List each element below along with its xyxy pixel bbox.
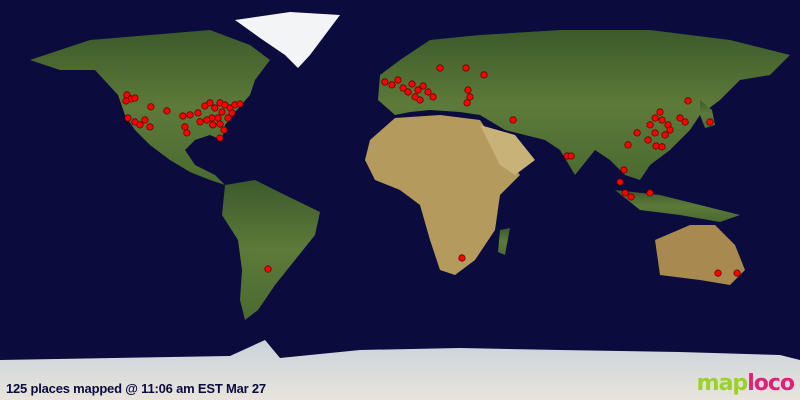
visitor-marker[interactable]: [183, 129, 191, 137]
visitor-marker[interactable]: [733, 269, 741, 277]
visitor-marker[interactable]: [661, 131, 669, 139]
visitor-marker[interactable]: [206, 99, 214, 107]
visitor-marker[interactable]: [509, 116, 517, 124]
visitor-marker[interactable]: [652, 142, 660, 150]
visitor-marker[interactable]: [633, 129, 641, 137]
visitor-marker[interactable]: [436, 64, 444, 72]
visitor-marker[interactable]: [216, 134, 224, 142]
antarctica: [0, 340, 800, 400]
australia: [655, 225, 745, 285]
visitor-marker[interactable]: [196, 118, 204, 126]
visitor-marker[interactable]: [381, 78, 389, 86]
visitor-marker[interactable]: [646, 121, 654, 129]
visitor-marker[interactable]: [424, 88, 432, 96]
visitor-marker[interactable]: [209, 121, 217, 129]
visitor-marker[interactable]: [399, 84, 407, 92]
visitor-marker[interactable]: [621, 189, 629, 197]
madagascar: [498, 228, 510, 255]
places-mapped-status: 125 places mapped @ 11:06 am EST Mar 27: [6, 381, 266, 396]
visitor-marker[interactable]: [714, 269, 722, 277]
continents: [0, 12, 800, 400]
visitor-marker[interactable]: [644, 136, 652, 144]
logo-part-map: map: [696, 371, 749, 396]
visitor-marker[interactable]: [186, 111, 194, 119]
arabia: [480, 125, 535, 175]
indonesia: [615, 190, 740, 222]
visitor-marker[interactable]: [218, 108, 226, 116]
visitor-marker[interactable]: [179, 112, 187, 120]
visitor-marker[interactable]: [136, 121, 144, 129]
visitor-marker[interactable]: [146, 123, 154, 131]
visitor-marker[interactable]: [414, 86, 422, 94]
visitor-marker[interactable]: [194, 109, 202, 117]
visitor-marker[interactable]: [264, 265, 272, 273]
visitor-marker[interactable]: [224, 114, 232, 122]
visitor-marker[interactable]: [214, 114, 222, 122]
visitor-marker[interactable]: [458, 254, 466, 262]
greenland: [235, 12, 340, 68]
visitor-marker[interactable]: [181, 123, 189, 131]
visitor-marker[interactable]: [163, 107, 171, 115]
visitor-marker[interactable]: [221, 101, 229, 109]
visitor-marker[interactable]: [624, 141, 632, 149]
visitor-marker[interactable]: [220, 126, 228, 134]
visitor-marker[interactable]: [651, 129, 659, 137]
visitor-marker[interactable]: [480, 71, 488, 79]
visitor-marker[interactable]: [627, 193, 635, 201]
visitor-marker[interactable]: [616, 178, 624, 186]
visitor-marker[interactable]: [122, 97, 130, 105]
visitor-marker[interactable]: [681, 118, 689, 126]
markers: [122, 64, 741, 277]
logo-part-loco: loco: [747, 371, 795, 396]
visitor-marker[interactable]: [658, 116, 666, 124]
visitor-marker[interactable]: [676, 114, 684, 122]
visitor-marker[interactable]: [131, 94, 139, 102]
visitor-marker[interactable]: [203, 116, 211, 124]
visitor-marker[interactable]: [463, 99, 471, 107]
visitor-marker[interactable]: [429, 93, 437, 101]
visitor-marker[interactable]: [147, 103, 155, 111]
visitor-marker[interactable]: [228, 109, 236, 117]
visitor-marker[interactable]: [666, 126, 674, 134]
visitor-marker[interactable]: [464, 86, 472, 94]
visitor-marker[interactable]: [684, 97, 692, 105]
visitor-marker[interactable]: [706, 118, 714, 126]
visitor-marker[interactable]: [466, 93, 474, 101]
visitor-marker[interactable]: [656, 108, 664, 116]
visitor-marker[interactable]: [124, 114, 132, 122]
visitor-marker[interactable]: [651, 114, 659, 122]
visitor-marker[interactable]: [404, 88, 412, 96]
visitor-marker[interactable]: [141, 116, 149, 124]
africa: [365, 115, 520, 275]
visitor-marker[interactable]: [416, 96, 424, 104]
europe-asia: [378, 30, 790, 180]
visitor-marker[interactable]: [388, 81, 396, 89]
visitor-marker[interactable]: [394, 76, 402, 84]
visitor-marker[interactable]: [201, 102, 209, 110]
visitor-marker[interactable]: [236, 100, 244, 108]
visitor-marker[interactable]: [646, 189, 654, 197]
south-america: [222, 180, 320, 320]
visitor-marker[interactable]: [620, 166, 628, 174]
visitor-marker[interactable]: [567, 152, 575, 160]
visitor-marker[interactable]: [462, 64, 470, 72]
visitor-marker[interactable]: [658, 143, 666, 151]
visitor-marker[interactable]: [408, 80, 416, 88]
visitor-marker[interactable]: [419, 82, 427, 90]
visitor-marker[interactable]: [211, 104, 219, 112]
visitor-marker[interactable]: [216, 120, 224, 128]
maploco-logo[interactable]: maploco: [696, 371, 795, 396]
